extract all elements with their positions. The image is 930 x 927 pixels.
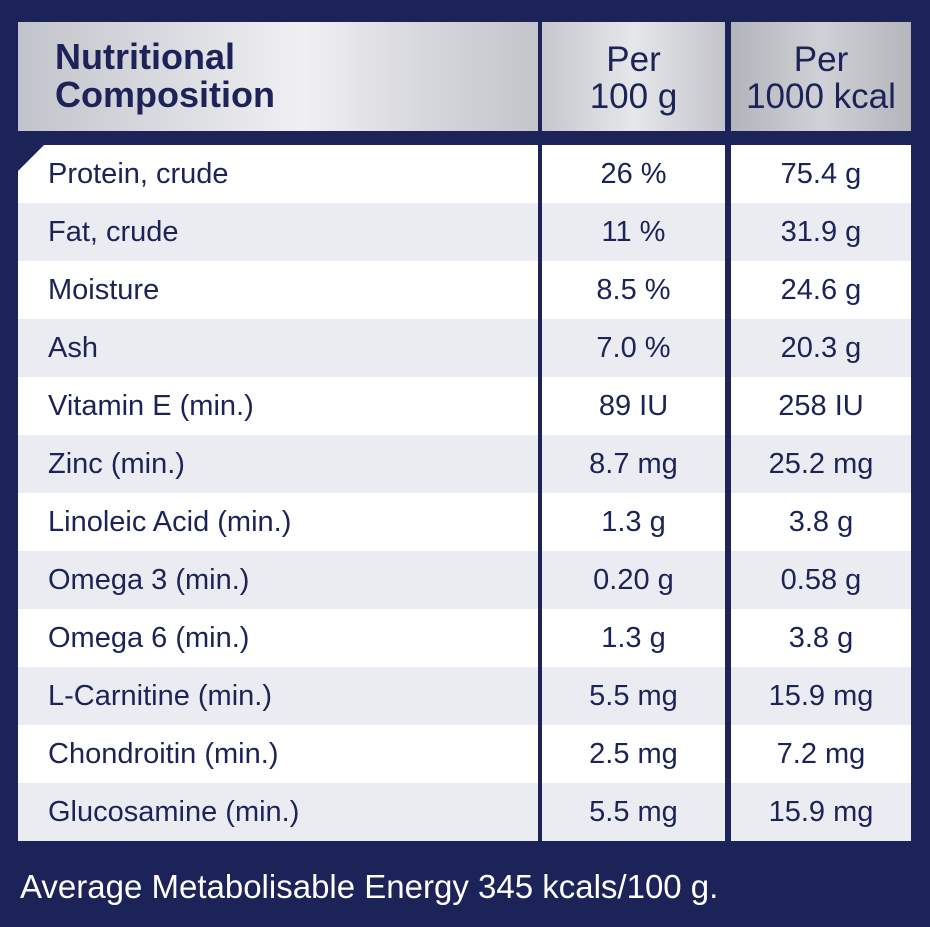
value-per-1000kcal: 20.3 g [731,319,911,377]
value-per-100g: 7.0 % [542,319,725,377]
nutrient-name: Fat, crude [18,203,538,261]
nutrient-name: L-Carnitine (min.) [18,667,538,725]
value-per-100g: 8.7 mg [542,435,725,493]
value-per-100g: 26 % [542,145,725,203]
value-per-100g: 0.20 g [542,551,725,609]
nutrient-name: Chondroitin (min.) [18,725,538,783]
header-per-100g-line1: Per [606,40,661,79]
corner-notch [18,145,44,171]
value-per-1000kcal: 31.9 g [731,203,911,261]
nutrient-name: Vitamin E (min.) [18,377,538,435]
header-name-line1: Nutritional [55,36,235,77]
value-per-1000kcal: 15.9 mg [731,667,911,725]
value-per-1000kcal: 3.8 g [731,493,911,551]
header-nutritional-composition: Nutritional Composition [18,22,538,131]
value-per-100g: 1.3 g [542,493,725,551]
value-per-1000kcal: 15.9 mg [731,783,911,841]
header-per-100g-line2: 100 g [589,77,678,116]
table-row: Ash 7.0 % 20.3 g [18,319,911,377]
nutrient-name: Zinc (min.) [18,435,538,493]
table-row: Vitamin E (min.) 89 IU 258 IU [18,377,911,435]
table-row: Glucosamine (min.) 5.5 mg 15.9 mg [18,783,911,841]
header-per-1000kcal-line1: Per [793,40,849,79]
value-per-1000kcal: 7.2 mg [731,725,911,783]
table-row: Fat, crude 11 % 31.9 g [18,203,911,261]
nutrient-name: Protein, crude [18,145,538,203]
energy-footnote: Average Metabolisable Energy 345 kcals/1… [20,868,719,905]
header-per-1000kcal: Per 1000 kcal [731,22,911,131]
table-row: Omega 6 (min.) 1.3 g 3.8 g [18,609,911,667]
nutrient-name: Omega 3 (min.) [18,551,538,609]
value-per-1000kcal: 75.4 g [731,145,911,203]
value-per-1000kcal: 25.2 mg [731,435,911,493]
value-per-100g: 1.3 g [542,609,725,667]
nutrition-table: Nutritional Composition Per 100 g Per 10… [18,22,911,841]
table-row: L-Carnitine (min.) 5.5 mg 15.9 mg [18,667,911,725]
table-row: Moisture 8.5 % 24.6 g [18,261,911,319]
nutrient-name: Omega 6 (min.) [18,609,538,667]
value-per-100g: 11 % [542,203,725,261]
value-per-100g: 2.5 mg [542,725,725,783]
nutrient-name: Ash [18,319,538,377]
table-row: Zinc (min.) 8.7 mg 25.2 mg [18,435,911,493]
nutrient-name: Linoleic Acid (min.) [18,493,538,551]
table-row: Chondroitin (min.) 2.5 mg 7.2 mg [18,725,911,783]
header-name-line2: Composition [55,74,275,115]
value-per-100g: 8.5 % [542,261,725,319]
table-row: Linoleic Acid (min.) 1.3 g 3.8 g [18,493,911,551]
header-per-100g: Per 100 g [542,22,725,131]
table-row: Omega 3 (min.) 0.20 g 0.58 g [18,551,911,609]
value-per-1000kcal: 3.8 g [731,609,911,667]
nutrient-name: Glucosamine (min.) [18,783,538,841]
value-per-1000kcal: 24.6 g [731,261,911,319]
table-row: Protein, crude 26 % 75.4 g [18,145,911,203]
nutrient-name: Moisture [18,261,538,319]
header-per-1000kcal-line2: 1000 kcal [746,77,896,116]
value-per-1000kcal: 258 IU [731,377,911,435]
value-per-100g: 89 IU [542,377,725,435]
value-per-1000kcal: 0.58 g [731,551,911,609]
table-header: Nutritional Composition Per 100 g Per 10… [18,22,911,131]
value-per-100g: 5.5 mg [542,667,725,725]
value-per-100g: 5.5 mg [542,783,725,841]
table-body: Protein, crude 26 % 75.4 g Fat, crude 11… [18,145,911,841]
